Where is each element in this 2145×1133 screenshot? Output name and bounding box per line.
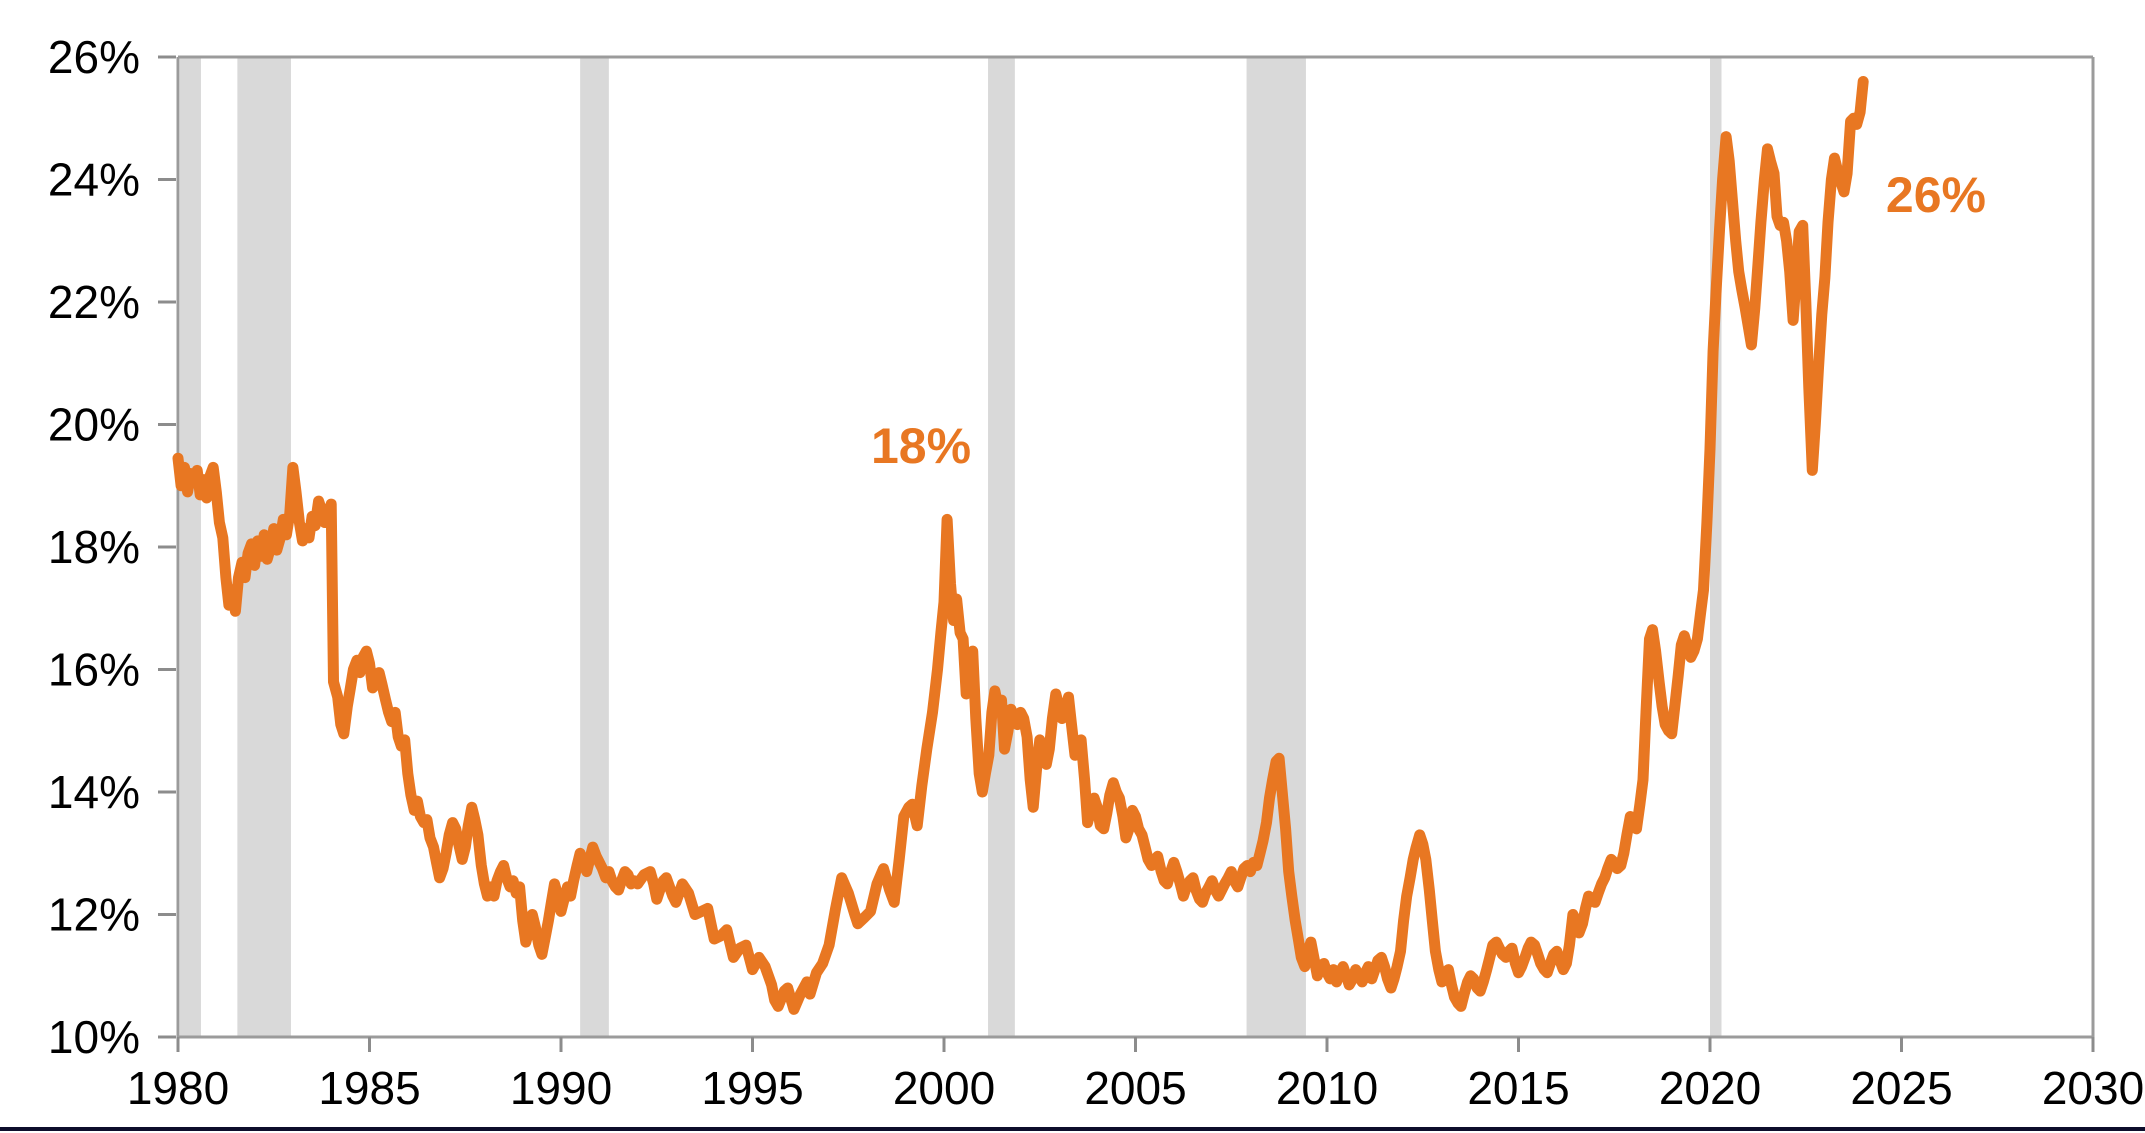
- y-axis-tick-label: 14%: [48, 766, 140, 818]
- x-axis-tick-label: 2020: [1659, 1062, 1761, 1114]
- y-axis-tick-label: 20%: [48, 399, 140, 451]
- x-axis-tick-label: 2015: [1467, 1062, 1569, 1114]
- x-axis-tick-label: 2000: [893, 1062, 995, 1114]
- x-axis-tick-label: 1990: [510, 1062, 612, 1114]
- recession-band: [580, 58, 609, 1036]
- y-axis-tick-label: 16%: [48, 644, 140, 696]
- footer-rule: [0, 1127, 2145, 1131]
- data-line: [172, 76, 1869, 1015]
- x-axis-tick-label: 2025: [1850, 1062, 1952, 1114]
- y-axis-tick-label: 26%: [48, 31, 140, 83]
- value-annotation: 18%: [871, 418, 971, 474]
- x-axis-tick-label: 1995: [701, 1062, 803, 1114]
- recession-band: [1710, 58, 1722, 1036]
- recession-band: [988, 58, 1015, 1036]
- x-axis-tick-label: 2010: [1276, 1062, 1378, 1114]
- y-axis-tick-label: 12%: [48, 889, 140, 941]
- y-axis-tick-label: 10%: [48, 1011, 140, 1063]
- value-annotation: 26%: [1886, 167, 1986, 223]
- y-axis-tick-label: 24%: [48, 154, 140, 206]
- recession-band: [179, 58, 201, 1036]
- recession-band: [1246, 58, 1306, 1036]
- y-axis-tick-label: 18%: [48, 521, 140, 573]
- y-axis-tick-label: 22%: [48, 276, 140, 328]
- x-axis-tick-label: 1980: [127, 1062, 229, 1114]
- x-axis-tick-label: 1985: [318, 1062, 420, 1114]
- x-axis-tick-label: 2030: [2042, 1062, 2144, 1114]
- x-axis-tick-label: 2005: [1084, 1062, 1186, 1114]
